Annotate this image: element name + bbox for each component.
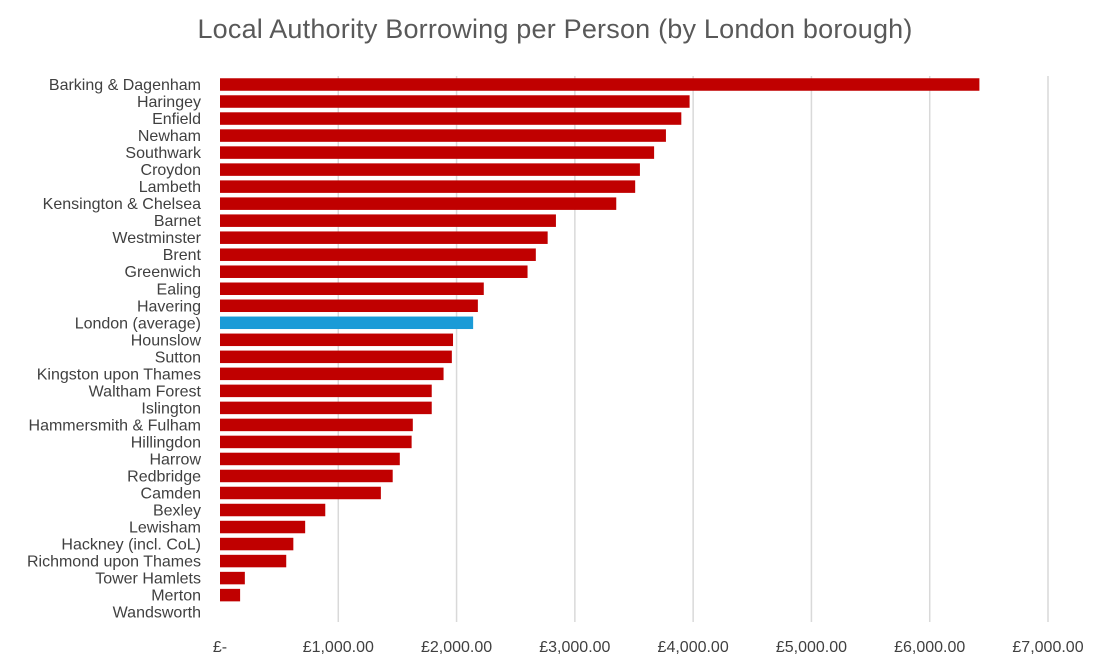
x-tick-label: £1,000.00 [303, 639, 374, 656]
x-tick-label: £2,000.00 [421, 639, 492, 656]
category-label: Hounslow [131, 332, 202, 349]
category-label: Camden [141, 485, 201, 502]
category-label: Kensington & Chelsea [43, 196, 201, 213]
category-labels: Barking & DagenhamHaringeyEnfieldNewhamS… [27, 77, 202, 622]
bar [220, 78, 980, 91]
bar [220, 163, 640, 176]
category-label: Havering [137, 298, 201, 315]
bar [220, 350, 452, 364]
category-label: Lewisham [129, 520, 201, 537]
category-label: Enfield [152, 111, 201, 128]
category-label: Hillingdon [131, 434, 201, 451]
bar [220, 299, 478, 313]
bar [220, 129, 666, 142]
x-tick-label: £5,000.00 [776, 639, 847, 656]
x-axis-tick-labels: £- £1,000.00 £2,000.00 £3,000.00 £4,000.00 £5… [213, 639, 1084, 656]
bar [220, 486, 381, 500]
bar [220, 146, 655, 159]
category-label: Barnet [154, 213, 202, 230]
bar [220, 554, 287, 568]
bar [220, 197, 617, 210]
category-label: Merton [151, 588, 201, 605]
bar [220, 180, 636, 193]
x-tick-label: £3,000.00 [539, 639, 610, 656]
bar [220, 214, 556, 227]
bar [220, 435, 412, 449]
bar [220, 367, 444, 381]
category-label: Croydon [141, 162, 201, 179]
x-tick-label: £4,000.00 [658, 639, 729, 656]
category-label: Southwark [125, 145, 202, 162]
x-tick-label: £- [213, 639, 227, 656]
category-label: London (average) [75, 315, 201, 332]
category-label: Greenwich [125, 264, 201, 281]
bar [220, 520, 306, 534]
category-label: Barking & Dagenham [49, 77, 201, 94]
category-label: Hackney (incl. CoL) [61, 537, 201, 554]
category-label: Redbridge [127, 468, 201, 485]
bar [220, 316, 474, 330]
category-label: Harrow [149, 451, 201, 468]
category-label: Bexley [153, 503, 201, 520]
bar [220, 384, 432, 398]
category-label: Waltham Forest [89, 383, 202, 400]
category-label: Wandsworth [113, 605, 201, 622]
bars [220, 78, 980, 602]
x-tick-label: £7,000.00 [1012, 639, 1083, 656]
category-label: Kingston upon Thames [37, 366, 201, 383]
bar [220, 112, 682, 125]
category-label: Newham [138, 128, 201, 145]
bar [220, 571, 245, 585]
category-label: Islington [141, 400, 201, 417]
category-label: Ealing [157, 281, 201, 298]
bar [220, 588, 241, 602]
bar [220, 452, 400, 466]
category-label: Westminster [112, 230, 201, 247]
x-tick-label: £6,000.00 [894, 639, 965, 656]
bar [220, 418, 413, 432]
bar [220, 95, 690, 108]
bar [220, 231, 548, 244]
bar [220, 333, 454, 347]
bar [220, 248, 536, 261]
category-label: Richmond upon Thames [27, 554, 201, 571]
category-label: Sutton [155, 349, 201, 366]
category-label: Tower Hamlets [95, 571, 201, 588]
bar [220, 282, 484, 295]
chart-title: Local Authority Borrowing per Person (by… [197, 14, 913, 44]
category-label: Brent [163, 247, 202, 264]
bar [220, 469, 393, 483]
bar [220, 265, 528, 278]
bar [220, 401, 432, 415]
category-label: Hammersmith & Fulham [29, 417, 201, 434]
bar [220, 503, 326, 517]
category-label: Lambeth [139, 179, 201, 196]
bar [220, 537, 294, 551]
category-label: Haringey [137, 94, 201, 111]
